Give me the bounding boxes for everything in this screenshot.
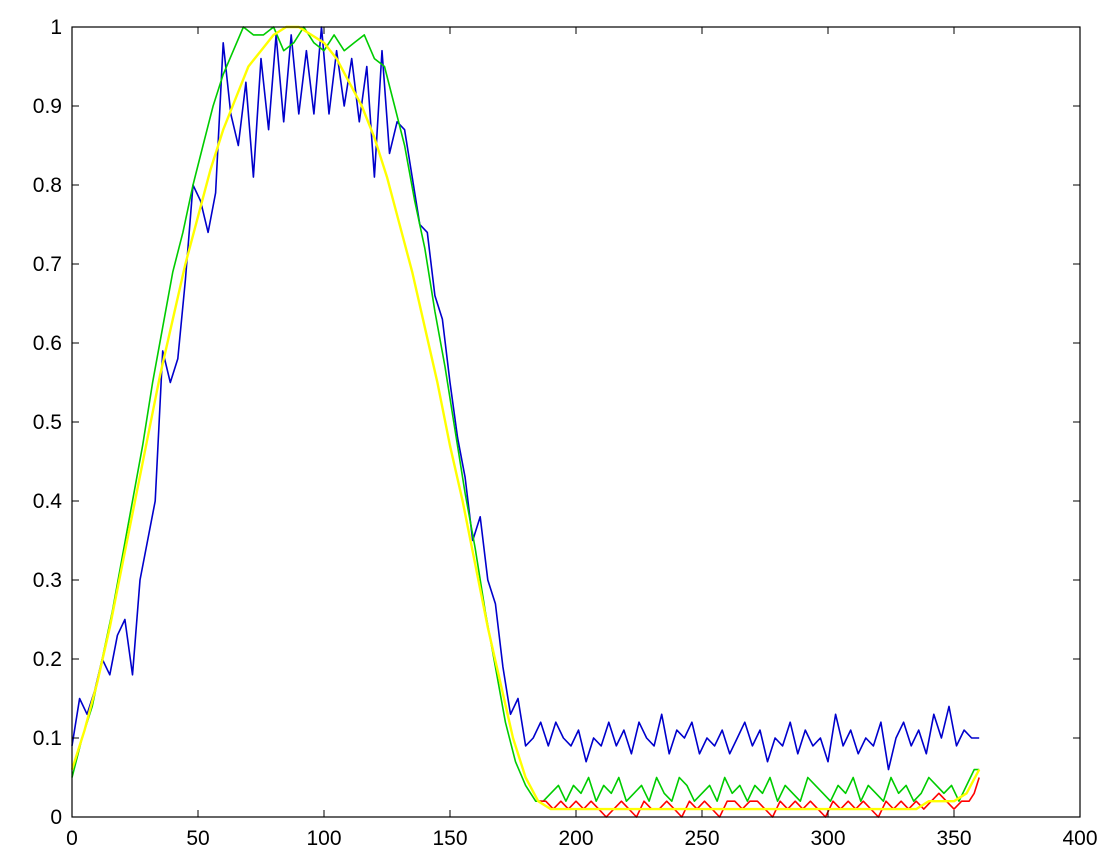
y-tick-label: 1 bbox=[50, 16, 62, 39]
plot-area bbox=[72, 27, 1080, 817]
y-tick-label: 0.4 bbox=[33, 490, 63, 513]
x-tick-label: 100 bbox=[306, 827, 341, 850]
x-tick-label: 350 bbox=[936, 827, 971, 850]
tick-layer bbox=[71, 26, 1081, 818]
y-tick-label: 0 bbox=[50, 806, 62, 829]
y-tick-label: 0.7 bbox=[33, 253, 62, 276]
y-tick-label: 0.3 bbox=[33, 569, 62, 592]
series-line-2 bbox=[71, 26, 980, 803]
x-tick-label: 400 bbox=[1062, 827, 1097, 850]
label-layer: 0 50 100 150 200 250 300 350 400 0 0.1 0.2 0.3 0.4 0.5… bbox=[33, 16, 1098, 850]
y-tick-label: 0.1 bbox=[33, 727, 62, 750]
series-layer bbox=[70, 25, 981, 818]
y-tick-label: 0.5 bbox=[33, 411, 62, 434]
y-tick-label: 0.2 bbox=[33, 648, 62, 671]
series-line-1 bbox=[71, 26, 980, 771]
x-tick-label: 0 bbox=[66, 827, 78, 850]
x-tick-label: 50 bbox=[186, 827, 209, 850]
y-tick-label: 0.9 bbox=[33, 95, 62, 118]
x-tick-label: 250 bbox=[684, 827, 719, 850]
y-tick-label: 0.8 bbox=[33, 174, 62, 197]
series-line-4 bbox=[70, 25, 981, 811]
x-tick-label: 200 bbox=[558, 827, 593, 850]
x-tick-label: 300 bbox=[810, 827, 845, 850]
x-tick-label: 150 bbox=[432, 827, 467, 850]
y-tick-label: 0.6 bbox=[33, 332, 62, 355]
